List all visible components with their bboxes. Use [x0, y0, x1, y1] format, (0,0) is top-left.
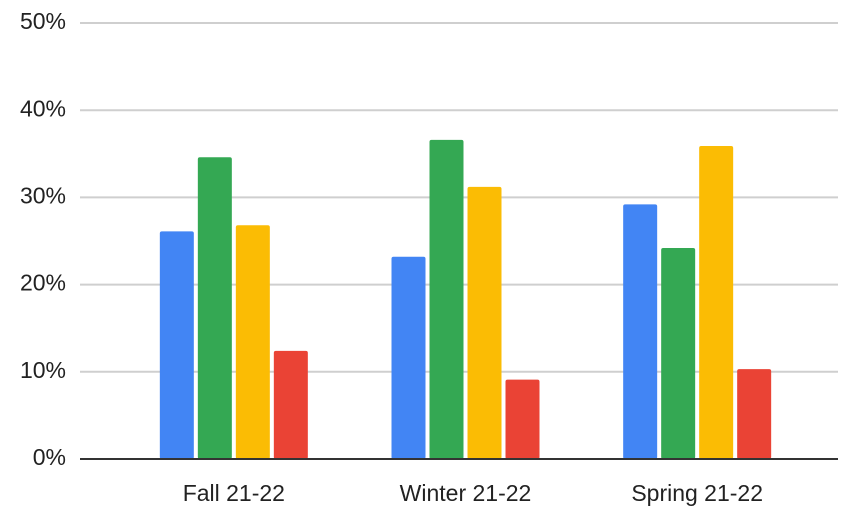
- y-tick-label: 20%: [20, 270, 66, 296]
- y-tick-label: 30%: [20, 182, 66, 208]
- y-tick-label: 0%: [33, 444, 66, 470]
- y-tick-label: 40%: [20, 95, 66, 121]
- x-tick-label: Fall 21-22: [183, 480, 285, 506]
- bar: [273, 350, 308, 459]
- bar: [505, 379, 540, 459]
- bar: [737, 369, 772, 459]
- y-tick-label: 10%: [20, 357, 66, 383]
- bar: [699, 145, 734, 459]
- y-tick-label: 50%: [20, 8, 66, 34]
- bar: [623, 204, 658, 459]
- bar: [467, 186, 502, 459]
- bar: [197, 157, 232, 459]
- bar: [235, 225, 270, 459]
- bar: [661, 247, 696, 459]
- bar: [391, 256, 426, 459]
- bar: [159, 231, 194, 459]
- x-tick-label: Spring 21-22: [631, 480, 763, 506]
- bar: [429, 139, 464, 459]
- x-tick-label: Winter 21-22: [400, 480, 532, 506]
